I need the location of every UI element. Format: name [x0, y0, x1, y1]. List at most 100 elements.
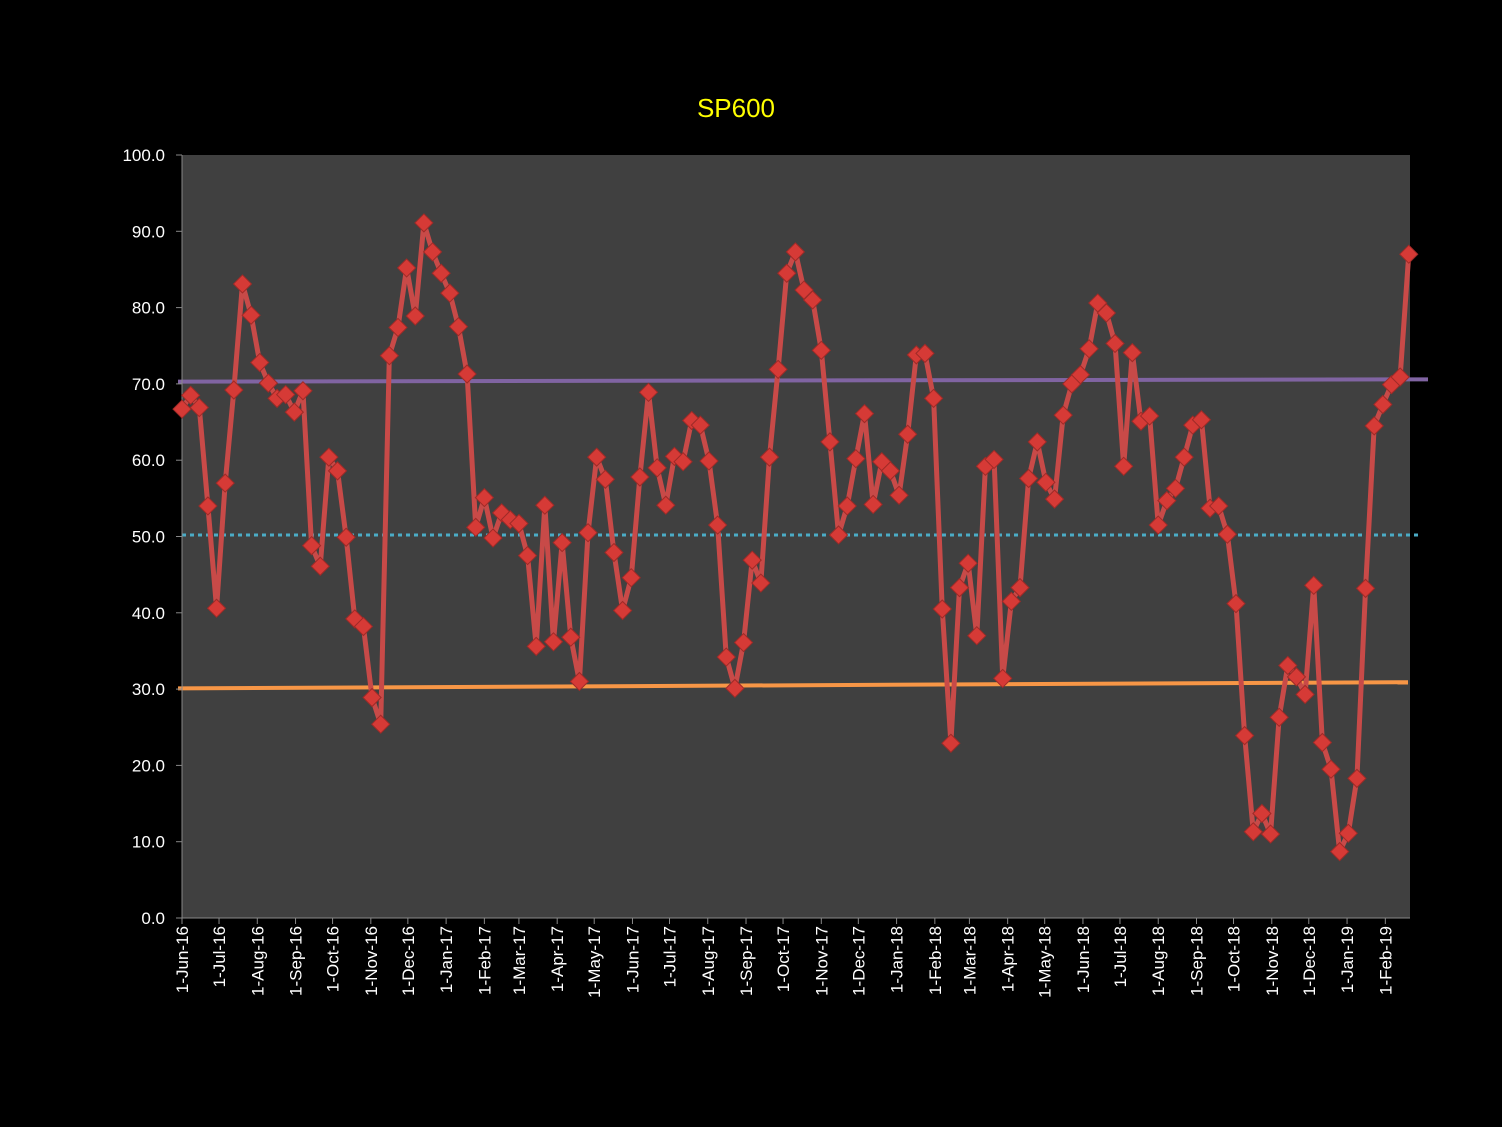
data-point-marker [716, 647, 736, 667]
x-tick-label: 1-Jan-17 [437, 926, 456, 993]
data-point-marker [336, 527, 356, 547]
x-tick-label: 1-Jul-16 [210, 926, 229, 987]
x-tick-label: 1-Aug-18 [1149, 926, 1168, 996]
data-point-marker [1027, 432, 1047, 452]
data-point-marker [370, 714, 391, 734]
data-point-marker [1399, 244, 1419, 264]
data-point-marker [543, 632, 564, 652]
data-point-marker [612, 600, 633, 621]
data-point-marker [1304, 575, 1324, 596]
data-point-marker [1113, 456, 1134, 477]
y-tick-label: 40.0 [132, 604, 165, 623]
x-tick-label: 1-Jul-18 [1111, 926, 1130, 987]
data-point-marker [673, 452, 693, 472]
data-point-marker [224, 380, 244, 400]
y-tick-label: 30.0 [132, 680, 165, 699]
data-point-marker [206, 598, 227, 618]
data-point-marker [1174, 447, 1194, 467]
data-point-marker [448, 316, 469, 337]
data-point-marker [1122, 342, 1143, 363]
data-point-marker [984, 449, 1004, 470]
data-point-marker [1036, 472, 1056, 493]
data-point-marker [1355, 578, 1376, 599]
data-point-marker [932, 599, 952, 619]
data-point-marker [923, 388, 944, 409]
x-tick-label: 1-Dec-17 [849, 926, 868, 996]
data-point-marker [1321, 759, 1341, 779]
data-point-marker [561, 627, 581, 647]
data-point-marker [388, 317, 408, 338]
data-point-marker [189, 397, 209, 418]
data-point-marker [198, 496, 218, 516]
x-tick-label: 1-Feb-19 [1376, 926, 1395, 995]
x-tick-label: 1-Oct-16 [324, 926, 343, 992]
x-tick-label: 1-Jun-16 [173, 926, 192, 993]
data-point-marker [967, 625, 987, 646]
data-point-marker [1260, 824, 1281, 844]
data-point-marker [319, 447, 339, 467]
data-point-marker [595, 469, 616, 489]
data-point-marker [353, 616, 374, 637]
data-point-marker [1044, 489, 1065, 509]
x-tick-label: 1-Sep-16 [287, 926, 306, 996]
data-point-marker [431, 263, 451, 283]
x-tick-label: 1-May-18 [1036, 926, 1055, 998]
data-point-marker [690, 415, 711, 435]
data-point-marker [638, 382, 659, 403]
data-point-marker [414, 213, 434, 233]
data-point-marker [1234, 725, 1255, 746]
data-point-marker [1243, 822, 1263, 842]
data-point-marker [180, 385, 201, 406]
data-point-marker [1070, 365, 1091, 385]
data-point-marker [1053, 405, 1073, 425]
x-tick-label: 1-Dec-18 [1300, 926, 1319, 996]
data-point-marker [707, 515, 728, 535]
data-point-marker [1269, 707, 1289, 728]
x-tick-label: 1-Apr-18 [999, 926, 1018, 992]
data-point-marker [1390, 367, 1410, 387]
x-tick-label: 1-Dec-16 [399, 926, 418, 996]
data-point-marker [1208, 496, 1229, 516]
data-point-marker [941, 733, 961, 753]
x-tick-label: 1-Oct-18 [1225, 926, 1244, 992]
data-point-marker [172, 399, 192, 419]
data-point-marker [1286, 667, 1307, 687]
x-tick-label: 1-Nov-17 [812, 926, 831, 996]
reference-line-upper [177, 377, 1429, 384]
x-tick-label: 1-Feb-17 [475, 926, 494, 995]
data-point-marker [656, 495, 676, 515]
data-point-marker [258, 373, 279, 393]
data-point-marker [1157, 490, 1177, 511]
data-point-marker [1278, 655, 1298, 676]
x-tick-label: 1-Nov-18 [1263, 926, 1282, 996]
x-tick-label: 1-May-17 [585, 926, 604, 998]
data-point-marker [1217, 524, 1238, 544]
data-point-marker [915, 343, 935, 364]
data-point-marker [1001, 591, 1022, 612]
data-point-marker [1165, 478, 1186, 499]
data-point-marker [440, 283, 460, 303]
data-point-marker [1010, 577, 1030, 598]
data-point-marker [993, 668, 1013, 689]
x-tick-label: 1-Jan-19 [1338, 926, 1357, 993]
y-tick-label: 80.0 [132, 299, 165, 318]
data-point-marker [1338, 823, 1358, 844]
x-tick-label: 1-Jun-18 [1074, 926, 1093, 993]
data-point-marker [733, 632, 754, 653]
x-tick-label: 1-Jul-17 [660, 926, 679, 987]
data-point-marker [578, 522, 598, 543]
data-point-marker [785, 242, 806, 262]
data-point-marker [1252, 803, 1272, 824]
data-point-marker [250, 352, 270, 373]
data-point-marker [1096, 303, 1117, 323]
data-point-marker [699, 451, 719, 471]
x-tick-label: 1-Mar-18 [960, 926, 979, 995]
data-point-marker [647, 458, 667, 478]
data-point-marker [751, 573, 771, 593]
data-point-marker [232, 274, 253, 294]
x-tick-label: 1-Jun-17 [623, 926, 642, 993]
x-tick-label: 1-Apr-17 [548, 926, 567, 992]
data-point-marker [517, 545, 538, 566]
data-point-marker [569, 671, 590, 692]
x-tick-label: 1-Mar-17 [510, 926, 529, 995]
